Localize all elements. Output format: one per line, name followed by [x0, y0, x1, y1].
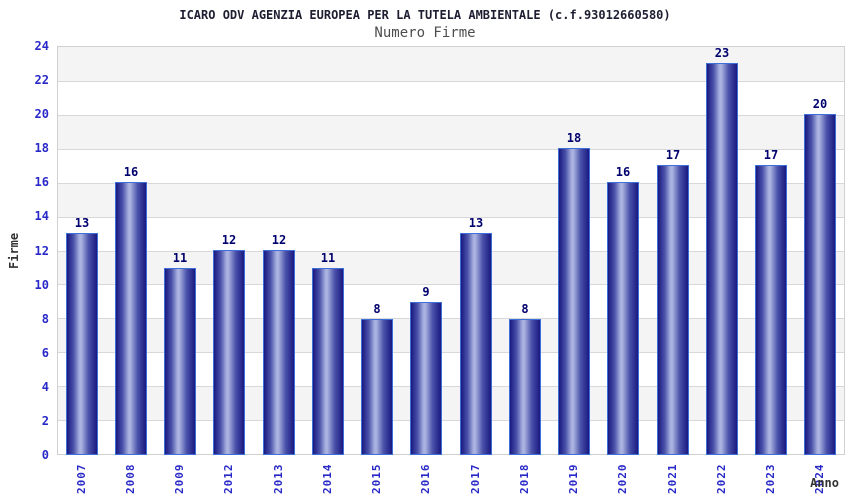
bar-value-label: 23 [714, 46, 730, 60]
y-tick-label: 16 [34, 175, 49, 190]
y-tick-label: 10 [34, 277, 49, 292]
x-tick-label: 2009 [173, 463, 186, 495]
bar-2024 [804, 114, 836, 455]
bar-value-label: 11 [320, 251, 336, 265]
x-tick-label: 2021 [666, 463, 679, 495]
bar-2016 [410, 302, 442, 455]
bar-value-label: 18 [566, 131, 582, 145]
y-tick-label: 12 [34, 243, 49, 258]
x-tick-label: 2012 [222, 463, 235, 495]
chart-subtitle: Numero Firme [374, 25, 476, 41]
bar-2008 [115, 182, 147, 455]
y-tick-label: 2 [41, 413, 49, 428]
x-tick-label: 2022 [715, 463, 728, 495]
bar-2023 [755, 165, 787, 455]
bar-value-label: 11 [172, 251, 188, 265]
bar-2017 [460, 233, 492, 455]
chart-title: ICARO ODV AGENZIA EUROPEA PER LA TUTELA … [179, 8, 671, 22]
bar-value-label: 16 [615, 165, 631, 179]
bar-2021 [657, 165, 689, 455]
bar-2020 [607, 182, 639, 455]
bar-value-label: 17 [763, 148, 779, 162]
y-tick-label: 8 [41, 311, 49, 326]
x-tick-label: 2017 [469, 463, 482, 495]
x-tick-label: 2019 [567, 463, 580, 495]
bar-2015 [361, 319, 393, 455]
bar-2013 [263, 250, 295, 455]
y-tick-label: 24 [34, 39, 49, 53]
bar-2012 [213, 250, 245, 455]
y-tick-label: 14 [34, 209, 49, 224]
bar-2018 [509, 319, 541, 455]
bar-value-label: 13 [468, 216, 484, 230]
y-tick-label: 22 [34, 73, 49, 88]
bar-2019 [558, 148, 590, 455]
bar-value-label: 12 [271, 233, 287, 247]
x-tick-label: 2013 [272, 463, 285, 495]
bar-2022 [706, 63, 738, 455]
bar-value-label: 17 [665, 148, 681, 162]
y-tick-label: 0 [41, 448, 49, 462]
x-tick-label: 2007 [75, 463, 88, 495]
bar-2014 [312, 268, 344, 455]
bar-2009 [164, 268, 196, 455]
x-tick-label: 2008 [124, 463, 137, 495]
y-tick-label: 4 [41, 379, 49, 394]
bar-value-label: 16 [123, 165, 139, 179]
x-tick-label: 2016 [419, 463, 432, 495]
x-tick-label: 2014 [321, 463, 334, 495]
y-tick-label: 6 [41, 345, 49, 360]
bar-2007 [66, 233, 98, 455]
x-tick-label: 2020 [616, 463, 629, 495]
y-tick-label: 18 [34, 141, 49, 156]
x-axis-label: Anno [810, 476, 839, 490]
x-tick-label: 2023 [764, 463, 777, 495]
bar-value-label: 8 [373, 302, 381, 316]
bar-value-label: 20 [812, 97, 828, 111]
bar-value-label: 12 [221, 233, 237, 247]
bar-value-label: 13 [74, 216, 90, 230]
bar-value-label: 8 [521, 302, 529, 316]
x-tick-label: 2015 [370, 463, 383, 495]
y-tick-label: 20 [34, 107, 49, 122]
x-tick-label: 2018 [518, 463, 531, 495]
bar-value-label: 9 [422, 285, 430, 299]
